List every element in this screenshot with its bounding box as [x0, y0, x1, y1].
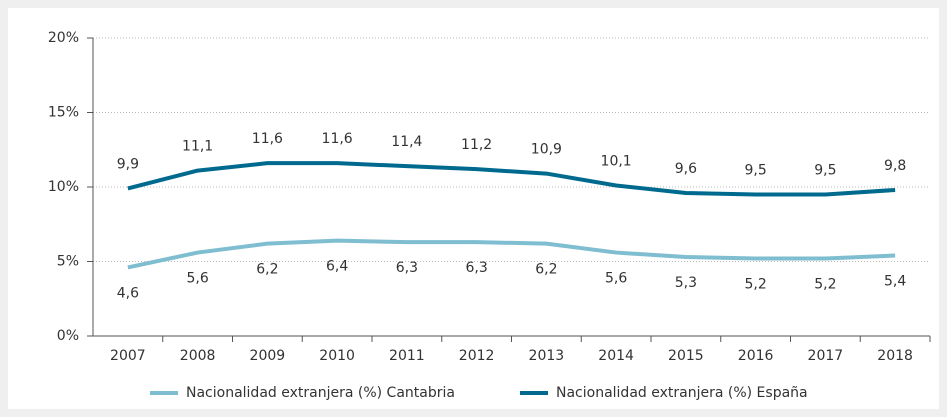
- data-label: 9,6: [675, 161, 697, 177]
- series-line: [127, 161, 896, 197]
- x-tick-label: 2015: [668, 348, 704, 364]
- legend-label: Nacionalidad extranjera (%) Cantabria: [186, 385, 455, 401]
- legend-label: Nacionalidad extranjera (%) España: [556, 385, 808, 401]
- y-tick-label: 5%: [57, 254, 79, 270]
- y-tick-label: 10%: [48, 179, 79, 195]
- data-label: 5,4: [884, 274, 906, 290]
- data-label: 9,9: [117, 156, 139, 172]
- x-tick-label: 2017: [808, 348, 844, 364]
- data-label: 11,2: [461, 137, 492, 153]
- data-label: 5,6: [605, 271, 627, 287]
- data-label: 6,2: [256, 262, 278, 278]
- x-tick-label: 2009: [250, 348, 286, 364]
- data-label: 6,3: [465, 260, 487, 276]
- data-label: 5,2: [814, 277, 836, 293]
- data-label: 4,6: [117, 285, 139, 301]
- x-tick-label: 2014: [598, 348, 634, 364]
- y-tick-label: 15%: [48, 105, 79, 121]
- data-label: 5,3: [675, 275, 697, 291]
- x-tick-label: 2010: [319, 348, 355, 364]
- y-tick-label: 0%: [57, 328, 79, 344]
- data-label: 11,1: [182, 139, 213, 155]
- x-tick-label: 2012: [459, 348, 495, 364]
- data-label: 5,6: [186, 271, 208, 287]
- data-label: 6,4: [326, 259, 348, 275]
- data-label: 9,5: [814, 162, 836, 178]
- x-tick-label: 2018: [877, 348, 913, 364]
- data-label: 5,2: [744, 277, 766, 293]
- data-label: 9,5: [744, 162, 766, 178]
- data-label: 11,6: [252, 131, 283, 147]
- y-tick-label: 20%: [48, 30, 79, 46]
- x-tick-label: 2007: [110, 348, 146, 364]
- data-label: 10,9: [531, 142, 562, 158]
- data-label: 9,8: [884, 158, 906, 174]
- data-label: 6,2: [535, 262, 557, 278]
- x-tick-label: 2008: [180, 348, 216, 364]
- x-tick-label: 2011: [389, 348, 425, 364]
- data-label: 6,3: [396, 260, 418, 276]
- data-label: 11,4: [391, 134, 422, 150]
- chart-background: [8, 8, 939, 409]
- x-tick-label: 2016: [738, 348, 774, 364]
- x-tick-label: 2013: [529, 348, 565, 364]
- data-label: 10,1: [601, 154, 632, 170]
- data-label: 11,6: [322, 131, 353, 147]
- series-line: [127, 238, 896, 270]
